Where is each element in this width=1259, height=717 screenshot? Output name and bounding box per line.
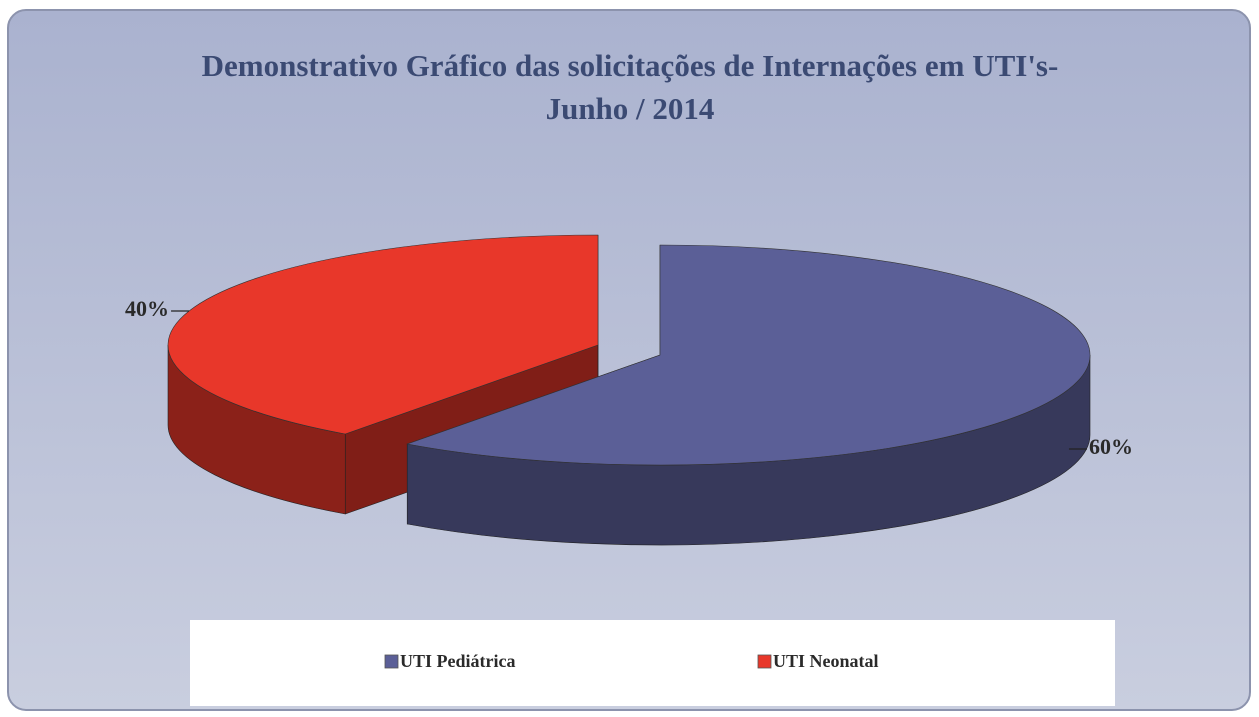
legend-label: UTI Neonatal	[773, 651, 879, 671]
legend-box	[190, 620, 1115, 706]
data-label: 40%	[125, 296, 169, 321]
data-label: 60%	[1089, 434, 1133, 459]
chart-title: Demonstrativo Gráfico das solicitações d…	[201, 48, 1059, 126]
legend-label: UTI Pediátrica	[400, 651, 515, 671]
chart-panel	[7, 9, 1251, 711]
slice-top	[406, 244, 1091, 466]
legend-swatch	[757, 654, 772, 669]
slice-top	[167, 234, 599, 435]
legend-swatch	[384, 654, 399, 669]
